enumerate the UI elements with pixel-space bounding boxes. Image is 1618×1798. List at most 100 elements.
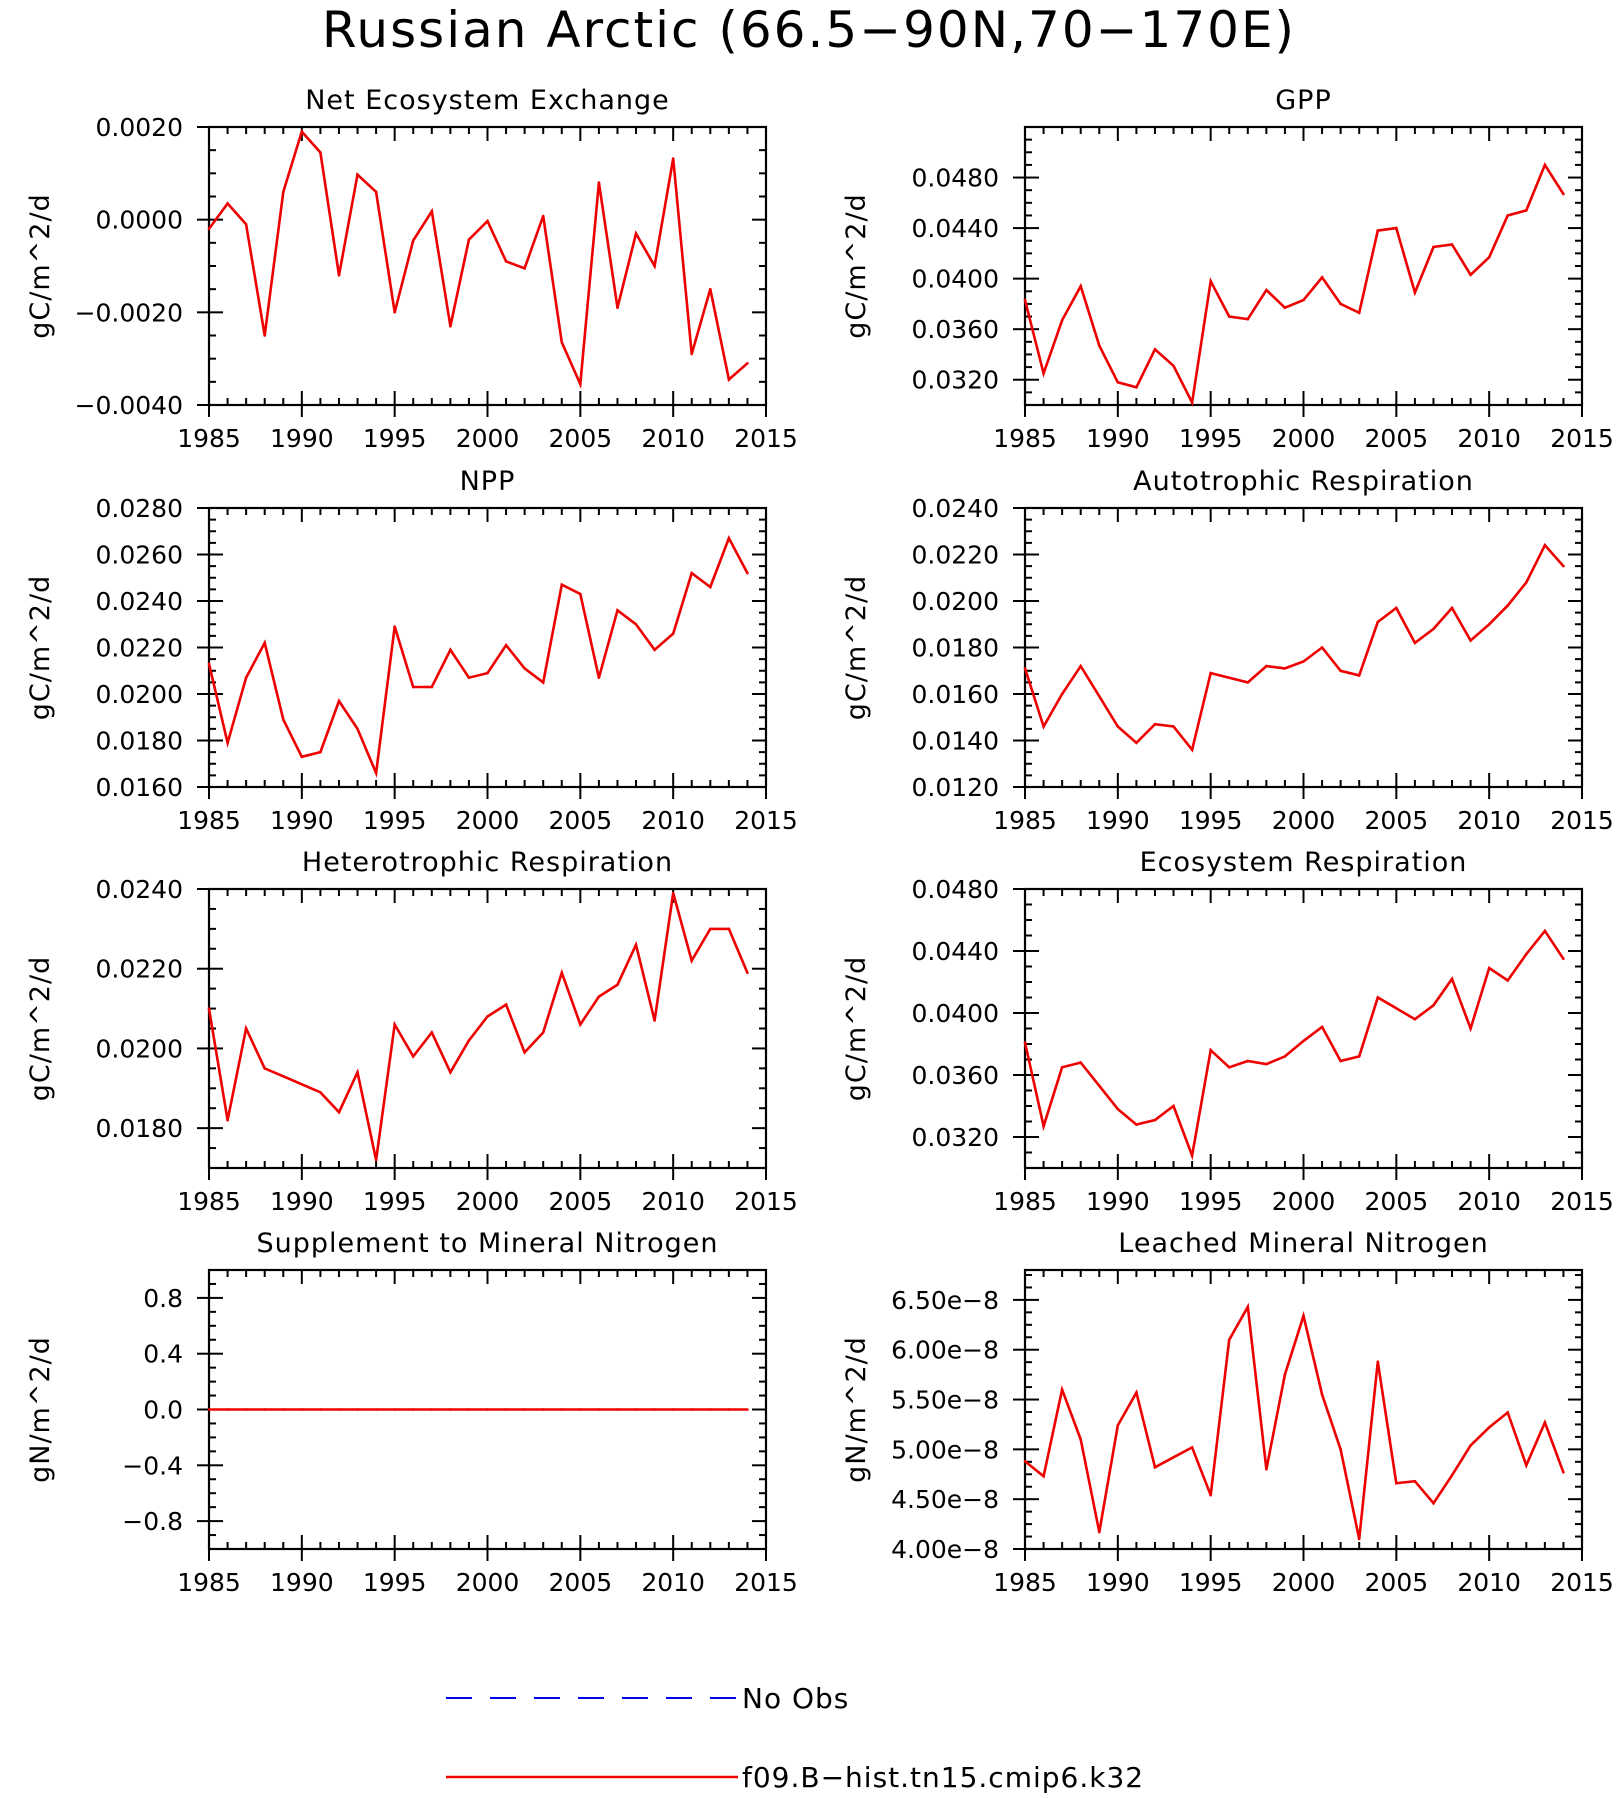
data-point [1450, 243, 1454, 246]
data-point [523, 267, 526, 270]
data-point [653, 1019, 656, 1022]
data-point [1450, 1474, 1454, 1477]
x-tick-label: 2005 [1365, 806, 1429, 835]
data-point [1190, 748, 1194, 752]
data-point [671, 632, 675, 635]
y-tick-label: −0.8 [122, 1507, 183, 1536]
data-point [597, 995, 601, 998]
y-tick-label: 0.0240 [96, 587, 183, 616]
y-axis-label: gN/m^2/d [25, 1336, 56, 1483]
data-point [1209, 1493, 1212, 1497]
data-point [486, 1015, 489, 1018]
data-point [1116, 725, 1120, 728]
data-point [1339, 669, 1342, 673]
data-point [1116, 1107, 1120, 1111]
data-point [1209, 671, 1212, 675]
data-point [1487, 255, 1491, 259]
data-point [319, 1091, 322, 1094]
y-tick-label: 6.50e−8 [891, 1286, 999, 1315]
x-tick-label: 1985 [177, 1187, 241, 1216]
data-point [207, 662, 211, 666]
y-tick-label: 4.50e−8 [891, 1485, 999, 1514]
data-point [1227, 676, 1231, 679]
x-tick-label: 2015 [1550, 806, 1614, 835]
data-point [579, 1023, 582, 1026]
data-point [1506, 604, 1509, 607]
y-tick-label: 0.0260 [96, 541, 183, 570]
data-point [1395, 606, 1398, 610]
series-line [1023, 542, 1565, 753]
data-point [616, 609, 619, 612]
x-tick-label: 1990 [1086, 1568, 1150, 1597]
data-point [1079, 664, 1082, 668]
data-point [746, 1408, 749, 1411]
data-point [504, 1408, 508, 1411]
data-point [319, 1408, 322, 1411]
data-point [263, 1067, 267, 1070]
data-point [207, 1408, 211, 1411]
chart-panel-2: GPP gC/m^2/d 1985 1990 1995 2000 2005 2010 2015 0… [841, 85, 1614, 453]
data-point [1079, 284, 1082, 288]
data-point [1172, 725, 1175, 728]
x-tick-label: 2005 [549, 1568, 613, 1597]
x-tick-label: 1990 [1086, 424, 1150, 453]
x-tick-label: 2005 [1365, 1187, 1429, 1216]
data-point [541, 1031, 545, 1034]
data-point [1395, 1481, 1398, 1485]
x-tick-label: 1985 [177, 424, 241, 453]
data-point [1172, 364, 1175, 368]
data-point [1376, 229, 1380, 232]
data-point [1469, 1027, 1472, 1030]
data-point [1098, 344, 1101, 347]
panel-title: GPP [1275, 85, 1332, 116]
data-point [1135, 1391, 1138, 1394]
panel-title: Autotrophic Respiration [1133, 466, 1474, 497]
x-tick-label: 2015 [1550, 424, 1614, 453]
data-point [486, 219, 489, 223]
y-tick-label: 0.0480 [912, 875, 999, 904]
data-point [1562, 192, 1565, 196]
data-point [356, 1408, 359, 1411]
data-point [467, 238, 471, 241]
data-point [282, 718, 285, 721]
x-tick-label: 1995 [1179, 806, 1243, 835]
data-point [300, 755, 304, 759]
data-point [504, 260, 508, 263]
data-point [226, 741, 229, 745]
y-axis-label: gC/m^2/d [841, 193, 872, 338]
data-point [653, 264, 656, 268]
data-point [1506, 979, 1509, 982]
data-point [1543, 1421, 1547, 1424]
data-point [282, 190, 285, 194]
data-point [1357, 311, 1361, 315]
x-tick-label: 2010 [1457, 424, 1521, 453]
series-line [207, 129, 749, 390]
data-point [374, 771, 378, 775]
panel-title: Supplement to Mineral Nitrogen [257, 1228, 719, 1259]
data-point [1339, 1448, 1342, 1451]
data-point [337, 274, 341, 277]
data-point [1302, 1039, 1305, 1043]
y-tick-label: 0.0220 [912, 541, 999, 570]
y-tick-label: 0.0120 [912, 773, 999, 802]
data-point [597, 676, 601, 679]
data-point [1209, 1048, 1212, 1052]
data-point [709, 585, 712, 589]
y-tick-label: 0.0180 [912, 634, 999, 663]
y-axis-label: gC/m^2/d [25, 193, 56, 338]
data-point [319, 750, 322, 754]
data-point [244, 676, 248, 679]
y-tick-label: 0.0160 [912, 680, 999, 709]
data-point [449, 1408, 452, 1411]
chart-panel-3: NPP gC/m^2/d 1985 1990 1995 2000 2005 2010 2015 0… [25, 466, 798, 835]
series-line [1024, 1302, 1565, 1540]
data-point [1023, 298, 1027, 302]
data-point [1135, 1123, 1138, 1126]
y-tick-label: 0.0360 [912, 315, 999, 344]
x-tick-label: 1985 [993, 1187, 1057, 1216]
x-tick-label: 2005 [1365, 1568, 1429, 1597]
x-tick-label: 1985 [993, 424, 1057, 453]
data-point [1469, 639, 1472, 642]
data-point [1339, 1059, 1342, 1063]
